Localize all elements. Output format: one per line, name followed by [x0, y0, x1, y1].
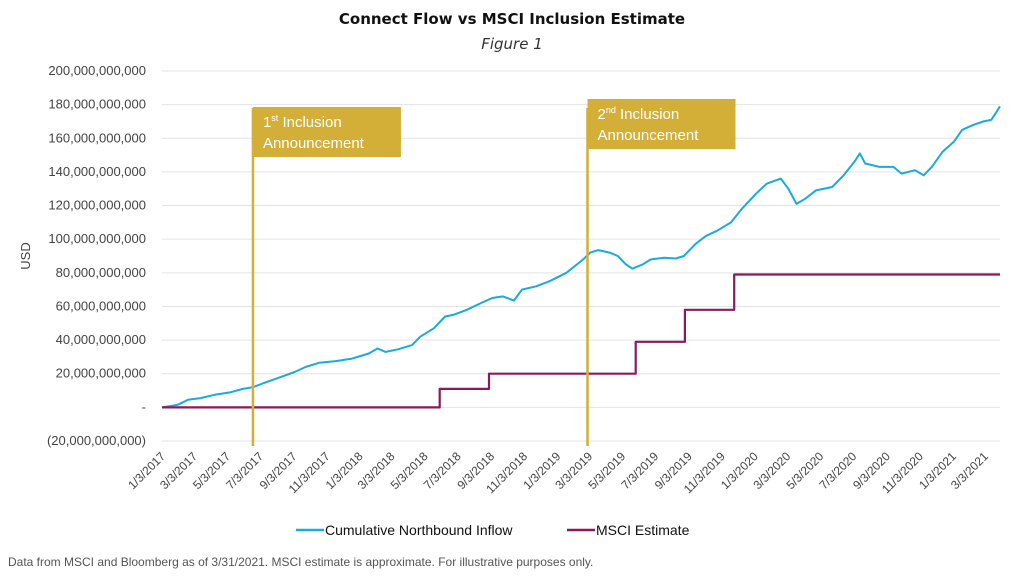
annotation-text-line1: 2nd Inclusion [597, 105, 679, 123]
y-axis-ticks: 200,000,000,000 180,000,000,000 160,000,00… [47, 63, 146, 448]
y-tick-label: (20,000,000,000) [47, 433, 146, 448]
y-tick-label: 100,000,000,000 [48, 231, 146, 246]
y-tick-label: - [142, 399, 146, 414]
annotations: 1st Inclusion Announcement 2nd Inclusion An… [251, 99, 736, 446]
series [161, 105, 1001, 409]
annotation-box-1 [252, 107, 401, 157]
x-axis-ticks: 1/3/20173/3/20175/3/20177/3/20179/3/2017… [125, 449, 991, 496]
series-line-2 [162, 273, 1000, 409]
annotation-text-line2: Announcement [263, 135, 365, 152]
series-line-1 [161, 105, 1001, 409]
y-tick-label: 180,000,000,000 [48, 97, 146, 112]
y-tick-label: 200,000,000,000 [48, 63, 146, 78]
legend: Cumulative Northbound Inflow MSCI Estimat… [296, 522, 690, 538]
y-tick-label: 140,000,000,000 [48, 164, 146, 179]
y-tick-label: 160,000,000,000 [48, 130, 146, 145]
y-tick-label: 120,000,000,000 [48, 198, 146, 213]
chart-subtitle: Figure 1 [481, 35, 543, 53]
y-tick-label: 20,000,000,000 [56, 366, 146, 381]
legend-label-1: Cumulative Northbound Inflow [325, 522, 513, 538]
y-tick-label: 60,000,000,000 [56, 298, 146, 313]
y-tick-label: 80,000,000,000 [56, 265, 146, 280]
annotation-text-line1: 1st Inclusion [263, 113, 342, 131]
footnote: Data from MSCI and Bloomberg as of 3/31/… [8, 555, 594, 569]
annotation-text-line2: Announcement [597, 127, 699, 144]
y-tick-label: 40,000,000,000 [56, 332, 146, 347]
y-axis-label: USD [18, 242, 33, 269]
annotation-box-2 [587, 99, 736, 149]
chart-title: Connect Flow vs MSCI Inclusion Estimate [339, 10, 685, 28]
legend-label-2: MSCI Estimate [596, 522, 690, 538]
